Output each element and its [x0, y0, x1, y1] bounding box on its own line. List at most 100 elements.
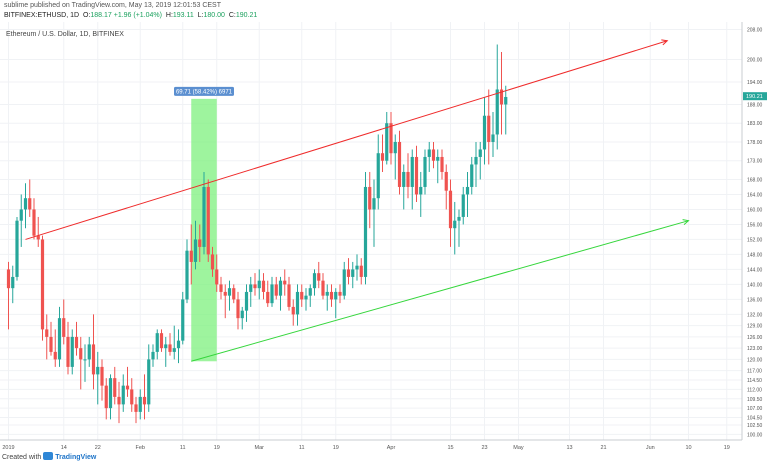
price-tick-label: 109.50 [747, 397, 763, 403]
price-tick-label: 173.00 [747, 159, 763, 165]
support-line [191, 220, 689, 362]
price-tick-label: 100.00 [747, 432, 763, 438]
candle-body [321, 280, 325, 296]
price-tick-label: 107.00 [747, 406, 763, 412]
candle-body [291, 306, 295, 315]
candle-body [134, 404, 138, 412]
candle-body [249, 284, 253, 292]
price-tick-label: 112.00 [747, 387, 762, 393]
time-axis[interactable]: 2019 14 22 Feb 11 19 Mar 11 19 Apr 15 23 May 13 21 Jun 1… [0, 439, 742, 451]
candle-body [287, 284, 291, 307]
candle-body [210, 254, 215, 270]
candle-body [304, 295, 308, 300]
candle-body [491, 134, 495, 142]
symbol-label: BITFINEX:ETHUSD, 1D [4, 12, 80, 19]
price-tick-label: 126.00 [747, 335, 763, 341]
candle-body [436, 156, 440, 161]
price-tick-label: 117.00 [747, 369, 762, 375]
candle-body [295, 291, 300, 315]
ohlc-low: 180.00 [203, 12, 225, 19]
time-tick-label: 22 [95, 445, 101, 451]
price-tick-label: 140.00 [747, 282, 763, 288]
candle-body [227, 288, 232, 296]
candle-body [338, 291, 342, 296]
time-tick-label: 11 [299, 445, 305, 451]
candle-body [346, 269, 351, 277]
candle-body [142, 396, 147, 405]
candle-body [117, 396, 121, 405]
candle-body [79, 348, 83, 360]
candle-body [385, 123, 389, 161]
time-tick-label: 19 [333, 445, 339, 451]
candle-body [23, 198, 28, 210]
candle-body [147, 359, 151, 405]
candle-body [40, 239, 45, 330]
candle-body [283, 280, 287, 285]
price-tick-label: 188.00 [747, 102, 763, 108]
candle-body [499, 89, 504, 105]
time-tick-label: 19 [214, 445, 220, 451]
price-tick-label: 144.00 [747, 267, 763, 273]
candle-body [478, 149, 482, 157]
ohlc-close: 190.21 [235, 12, 258, 19]
candle-body [151, 351, 155, 360]
candle-body [355, 265, 359, 270]
candle-body [83, 359, 87, 361]
price-tick-label: 178.00 [747, 140, 763, 146]
measure-label-bg [174, 86, 234, 96]
resistance-line [25, 40, 668, 240]
chart-header: sublime published on TradingView.com, Ma… [0, 0, 768, 30]
candle-body [465, 186, 470, 195]
candle-body [155, 333, 159, 352]
candlestick-chart[interactable]: 69.71 (58.42%) 6971 100.00102.50104.5010… [0, 22, 768, 452]
candle-body [431, 149, 436, 161]
candle-body [100, 366, 104, 386]
price-tick-label: 152.00 [747, 237, 763, 243]
candle-body [368, 186, 372, 210]
price-tick-label: 168.00 [747, 177, 763, 183]
price-tick-label: 156.00 [747, 222, 763, 228]
candle-body [470, 164, 474, 187]
candle-body [215, 269, 219, 285]
candle-body [70, 336, 74, 367]
candle-body [342, 269, 346, 296]
candle-body [317, 273, 321, 281]
candle-body [113, 378, 117, 397]
candle-body [87, 344, 91, 360]
candles [6, 44, 508, 424]
candle-body [219, 284, 223, 292]
price-tick-label: 132.00 [747, 312, 763, 318]
footer: Created with TradingView [2, 452, 96, 461]
price-tick-label: 123.00 [747, 346, 763, 352]
candle-body [453, 220, 457, 229]
last-price-badge [743, 92, 767, 101]
candle-body [32, 209, 36, 236]
price-tick-label: 200.00 [747, 57, 763, 63]
candle-body [270, 284, 274, 304]
candle-body [261, 280, 266, 292]
price-tick-label: 129.00 [747, 324, 763, 330]
candle-body [168, 344, 172, 352]
tradingview-brand[interactable]: TradingView [55, 454, 97, 461]
candle-body [193, 239, 198, 262]
candle-body [232, 288, 236, 300]
candle-body [28, 198, 32, 210]
candle-body [482, 115, 487, 150]
candle-body [376, 153, 380, 199]
candle-body [278, 280, 283, 296]
time-tick-label: 13 [566, 445, 572, 451]
price-tick-label: 164.00 [747, 192, 763, 198]
time-tick-label: May [513, 445, 524, 451]
created-with-label: Created with [2, 454, 42, 461]
candle-body [104, 385, 108, 409]
candle-body [240, 310, 244, 319]
candle-body [172, 348, 176, 352]
candle-body [125, 385, 130, 390]
candle-body [406, 171, 410, 187]
plot-area[interactable] [0, 22, 742, 442]
candle-body [11, 276, 15, 289]
price-tick-label: 148.00 [747, 252, 763, 258]
ohlc-change: +1.96 (+1.04%) [113, 12, 162, 19]
candle-body [223, 291, 227, 296]
